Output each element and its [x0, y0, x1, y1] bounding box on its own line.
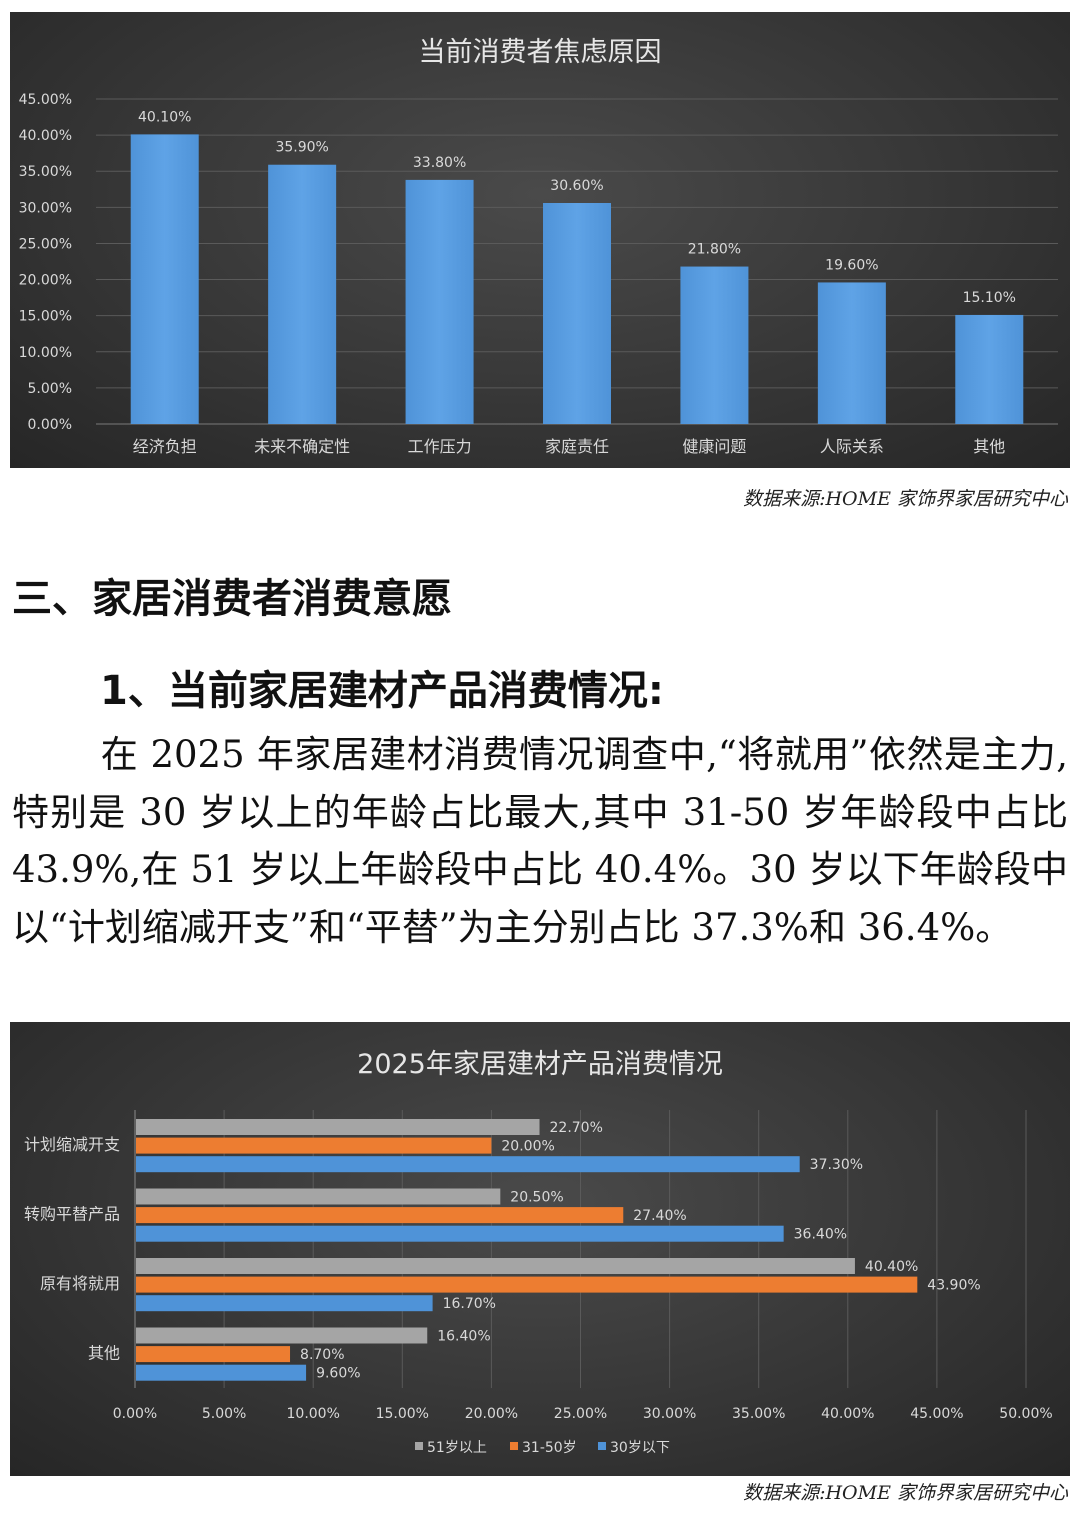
- bar: [680, 266, 749, 424]
- x-tick-label: 35.00%: [732, 1406, 785, 1422]
- bar: [817, 282, 886, 424]
- y-tick-label: 30.00%: [19, 200, 72, 216]
- x-tick-label: 30.00%: [643, 1406, 696, 1422]
- hbar-value-label: 8.70%: [300, 1347, 344, 1363]
- hbar: [136, 1346, 291, 1363]
- x-tick-label: 0.00%: [113, 1406, 157, 1422]
- y-category-label: 转购平替产品: [24, 1204, 120, 1223]
- hbar-value-label: 9.60%: [316, 1366, 360, 1382]
- y-tick-label: 10.00%: [19, 345, 72, 361]
- y-tick-label: 25.00%: [19, 236, 72, 252]
- hbar-value-label: 27.40%: [633, 1208, 686, 1224]
- hbar-value-label: 20.00%: [501, 1139, 554, 1155]
- hbar-value-label: 40.40%: [865, 1259, 918, 1275]
- y-tick-label: 35.00%: [19, 164, 72, 180]
- hbar-value-label: 37.30%: [810, 1157, 863, 1173]
- x-category-label: 健康问题: [682, 437, 746, 456]
- hbar: [136, 1119, 540, 1135]
- bar-value-label: 35.90%: [275, 140, 328, 156]
- hbar-value-label: 20.50%: [510, 1190, 563, 1206]
- hbar-value-label: 16.70%: [443, 1296, 496, 1312]
- bar-value-label: 33.80%: [413, 155, 466, 171]
- hbar: [136, 1295, 433, 1312]
- hbar-value-label: 43.90%: [927, 1278, 980, 1294]
- legend-swatch: [510, 1442, 518, 1450]
- legend-label: 30岁以下: [610, 1440, 670, 1456]
- x-tick-label: 10.00%: [287, 1406, 340, 1422]
- hbar-value-label: 36.40%: [794, 1227, 847, 1243]
- y-tick-label: 5.00%: [28, 381, 72, 397]
- hbar: [136, 1156, 800, 1173]
- y-tick-label: 15.00%: [19, 309, 72, 325]
- x-category-label: 其他: [973, 437, 1005, 456]
- hbar: [136, 1225, 784, 1242]
- x-tick-label: 50.00%: [999, 1406, 1052, 1422]
- x-tick-label: 5.00%: [202, 1406, 246, 1422]
- hbar: [136, 1188, 501, 1205]
- x-category-label: 未来不确定性: [254, 437, 350, 456]
- anxiety-bar-chart: 当前消费者焦虑原因 0.00% 5.00% 10.00% 15.00% 20.00% 25.…: [10, 12, 1070, 468]
- hbar-value-label: 16.40%: [437, 1329, 490, 1345]
- anxiety-bar-chart-svg: 当前消费者焦虑原因 0.00% 5.00% 10.00% 15.00% 20.00% 25.…: [19, 37, 1058, 456]
- y-tick-label: 0.00%: [28, 417, 72, 433]
- hbar: [136, 1258, 855, 1274]
- x-tick-label: 40.00%: [821, 1406, 874, 1422]
- y-tick-label: 20.00%: [19, 273, 72, 289]
- section-heading: 三、家居消费者消费意愿: [12, 576, 452, 622]
- chart-title: 2025年家居建材产品消费情况: [357, 1049, 723, 1080]
- bar: [955, 314, 1024, 424]
- x-category-label: 工作压力: [408, 437, 472, 456]
- x-tick-label: 25.00%: [554, 1406, 607, 1422]
- x-category-label: 人际关系: [820, 437, 884, 456]
- x-tick-label: 20.00%: [465, 1406, 518, 1422]
- x-category-label: 家庭责任: [545, 437, 609, 456]
- x-tick-label: 15.00%: [376, 1406, 429, 1422]
- x-tick-label: 45.00%: [910, 1406, 963, 1422]
- chart-title: 当前消费者焦虑原因: [419, 37, 662, 68]
- bar-value-label: 15.10%: [963, 290, 1016, 306]
- bar-value-label: 40.10%: [138, 109, 191, 125]
- bar-value-label: 19.60%: [825, 257, 878, 273]
- x-category-label: 经济负担: [133, 437, 197, 456]
- hbar-value-label: 22.70%: [550, 1120, 603, 1136]
- legend-swatch: [415, 1442, 423, 1450]
- bar-value-label: 30.60%: [550, 178, 603, 194]
- y-category-label: 其他: [88, 1343, 120, 1362]
- sub-heading: 1、当前家居建材产品消费情况:: [100, 668, 664, 714]
- bar: [130, 134, 199, 424]
- legend-label: 51岁以上: [427, 1440, 487, 1456]
- consumption-hbar-chart-svg: 2025年家居建材产品消费情况 0.00% 5.00% 10.00% 15.00% 20.…: [24, 1049, 1053, 1456]
- y-category-label: 计划缩减开支: [24, 1135, 120, 1154]
- bar-value-label: 21.80%: [688, 242, 741, 258]
- hbar: [136, 1327, 428, 1344]
- bar: [543, 203, 611, 424]
- hbar: [136, 1364, 307, 1381]
- bar: [268, 164, 337, 424]
- consumption-hbar-chart: 2025年家居建材产品消费情况 0.00% 5.00% 10.00% 15.00% 20.…: [10, 1022, 1070, 1476]
- legend-label: 31-50岁: [522, 1440, 577, 1456]
- legend-swatch: [598, 1442, 606, 1450]
- body-paragraph: 在 2025 年家居建材消费情况调查中,“将就用”依然是主力,特别是 30 岁以…: [12, 733, 1068, 949]
- hbar: [136, 1137, 492, 1154]
- y-tick-label: 40.00%: [19, 128, 72, 144]
- chart-source-note: 数据来源:HOME 家饰界家居研究中心: [743, 488, 1068, 510]
- bar: [405, 179, 474, 424]
- hbar: [136, 1276, 918, 1293]
- chart-source-note-2: 数据来源:HOME 家饰界家居研究中心: [743, 1482, 1068, 1504]
- y-category-label: 原有将就用: [40, 1274, 120, 1293]
- hbar: [136, 1207, 624, 1224]
- y-tick-label: 45.00%: [19, 92, 72, 108]
